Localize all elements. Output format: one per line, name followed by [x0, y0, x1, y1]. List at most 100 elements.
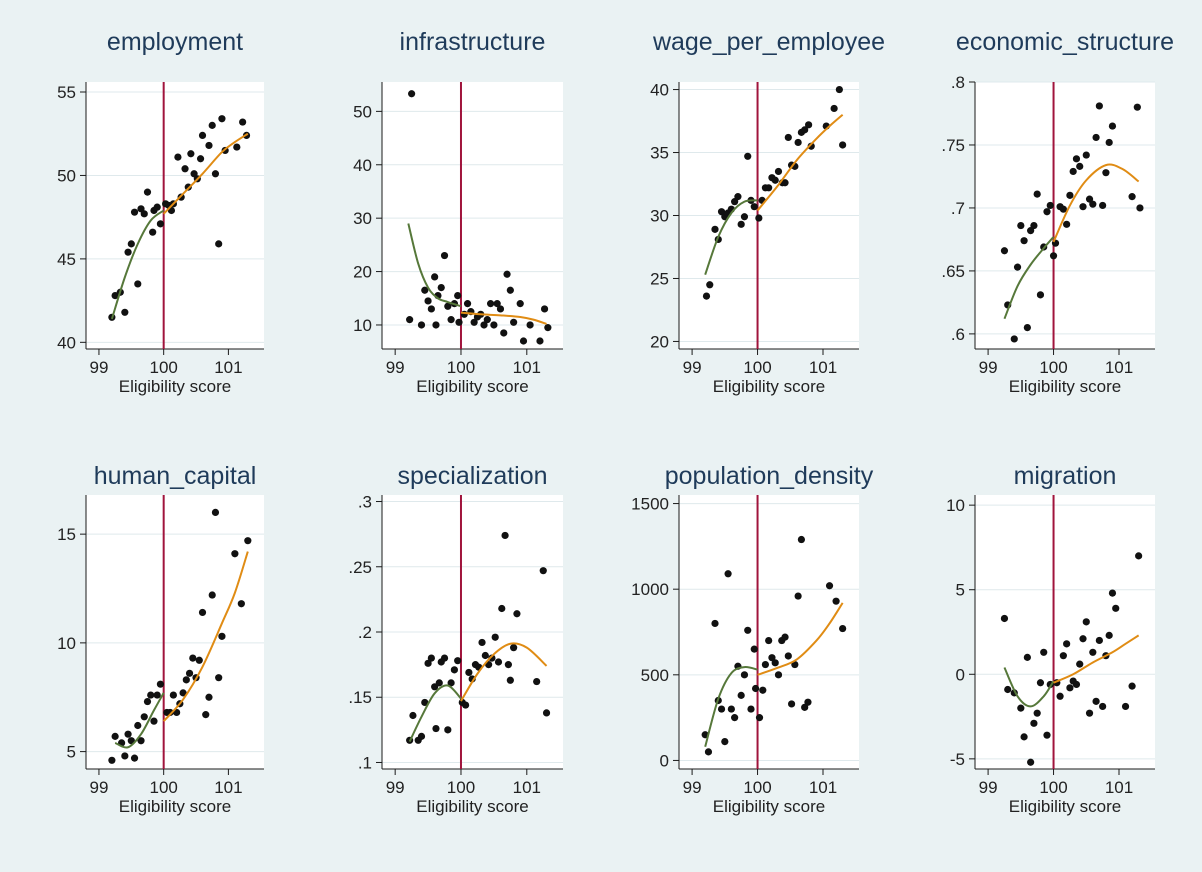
data-point: [491, 633, 499, 641]
data-point: [130, 208, 139, 216]
data-point: [765, 636, 773, 645]
data-point: [409, 711, 417, 720]
fit-line-right: [162, 132, 249, 215]
data-point: [1020, 237, 1028, 245]
panel-title: employment: [106, 28, 244, 56]
data-point: [768, 654, 776, 662]
panel-title: specialization: [397, 462, 548, 490]
data-point: [454, 292, 462, 300]
y-tick-label: 10: [57, 634, 76, 653]
x-tick-label: 99: [683, 358, 702, 377]
data-point: [1059, 205, 1067, 213]
data-point: [237, 600, 245, 608]
data-point: [478, 638, 486, 647]
data-point: [544, 324, 552, 332]
data-point: [432, 724, 440, 733]
data-point: [1092, 133, 1100, 142]
data-point: [825, 582, 834, 590]
x-tick-label: 101: [214, 778, 242, 797]
fit-line-left: [110, 209, 165, 320]
data-point: [1069, 167, 1077, 176]
data-point: [437, 283, 445, 292]
data-point: [1092, 697, 1100, 705]
y-tick-label: .2: [358, 623, 372, 642]
data-point: [166, 708, 174, 717]
data-point: [1023, 653, 1031, 661]
data-point: [519, 337, 528, 345]
data-point: [721, 738, 729, 746]
y-tick-label: 10: [353, 316, 372, 335]
data-point: [1076, 660, 1084, 668]
data-point: [744, 626, 752, 634]
data-point: [1013, 263, 1022, 271]
data-point: [1133, 103, 1141, 111]
data-point: [215, 240, 223, 248]
y-tick-label: 5: [67, 743, 76, 762]
data-point: [1121, 702, 1130, 711]
data-point: [134, 721, 142, 730]
fit-line-right: [162, 551, 249, 722]
x-tick-label: 99: [89, 358, 108, 377]
data-point: [480, 321, 488, 329]
x-tick-label: 99: [683, 778, 702, 797]
x-axis-label: Eligibility score: [119, 377, 231, 396]
data-point: [510, 644, 518, 652]
data-point: [465, 668, 473, 677]
x-axis-label: Eligibility score: [416, 377, 528, 396]
data-point: [440, 251, 449, 260]
y-tick-label: .7: [951, 199, 965, 218]
data-point: [189, 654, 197, 662]
data-point: [149, 228, 157, 236]
data-point: [801, 126, 809, 134]
data-point: [153, 691, 161, 699]
x-tick-label: 100: [447, 358, 475, 377]
data-point: [124, 730, 132, 738]
data-point: [750, 645, 758, 653]
fit-line-left: [407, 223, 462, 308]
data-point: [717, 705, 726, 713]
x-tick-label: 101: [809, 358, 837, 377]
data-point: [181, 165, 189, 173]
data-point: [781, 179, 789, 187]
data-point: [501, 531, 509, 540]
data-point: [124, 248, 132, 256]
data-point: [179, 689, 187, 697]
data-point: [431, 273, 439, 281]
x-tick-label: 100: [743, 778, 771, 797]
data-point: [205, 693, 213, 701]
data-point: [542, 709, 551, 717]
data-point: [1135, 552, 1143, 560]
data-point: [832, 597, 840, 605]
fit-line-left: [704, 199, 758, 276]
data-point: [1017, 704, 1025, 712]
y-tick-label: 55: [57, 83, 76, 102]
x-axis-label: Eligibility score: [1009, 797, 1121, 816]
data-point: [1000, 614, 1009, 623]
data-point: [1066, 684, 1074, 692]
data-point: [156, 220, 165, 228]
y-tick-label: 15: [57, 525, 76, 544]
data-point: [784, 133, 792, 142]
x-axis-label: Eligibility score: [1009, 377, 1121, 396]
data-point: [140, 713, 148, 721]
data-point: [455, 318, 463, 326]
data-point: [218, 632, 226, 640]
y-tick-label: 20: [650, 332, 669, 351]
data-point: [208, 121, 216, 129]
data-point: [830, 104, 838, 113]
data-point: [526, 321, 534, 329]
data-point: [744, 152, 752, 160]
data-point: [487, 300, 495, 308]
data-point: [231, 550, 239, 558]
data-point: [205, 141, 213, 150]
x-tick-label: 100: [743, 358, 771, 377]
data-point: [751, 684, 760, 693]
y-tick-label: .3: [358, 493, 372, 512]
panel-title: economic_structure: [955, 28, 1175, 56]
data-point: [447, 316, 455, 324]
data-point: [1105, 138, 1113, 147]
data-point: [447, 679, 455, 687]
data-point: [805, 121, 813, 129]
data-point: [804, 698, 812, 706]
x-axis-label: Eligibility score: [713, 377, 825, 396]
